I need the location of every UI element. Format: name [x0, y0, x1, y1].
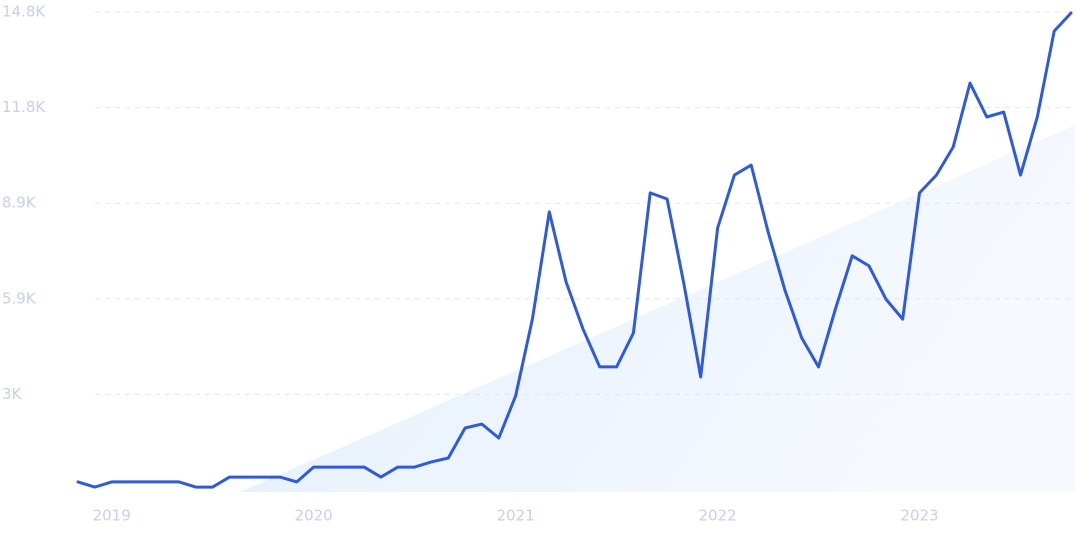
x-tick-label: 2020: [295, 507, 333, 525]
x-tick-label: 2019: [93, 507, 131, 525]
trend-area: [240, 125, 1075, 492]
y-tick-label: 5.9K: [2, 289, 37, 307]
y-tick-label: 14.8K: [2, 3, 46, 21]
y-tick-label: 11.8K: [2, 98, 46, 116]
y-tick-label: 8.9K: [2, 194, 37, 212]
x-tick-label: 2021: [496, 507, 534, 525]
line: [76, 11, 1073, 489]
x-tick-label: 2022: [698, 507, 736, 525]
x-tick-label: 2023: [900, 507, 938, 525]
y-tick-label: 3K: [2, 385, 23, 403]
